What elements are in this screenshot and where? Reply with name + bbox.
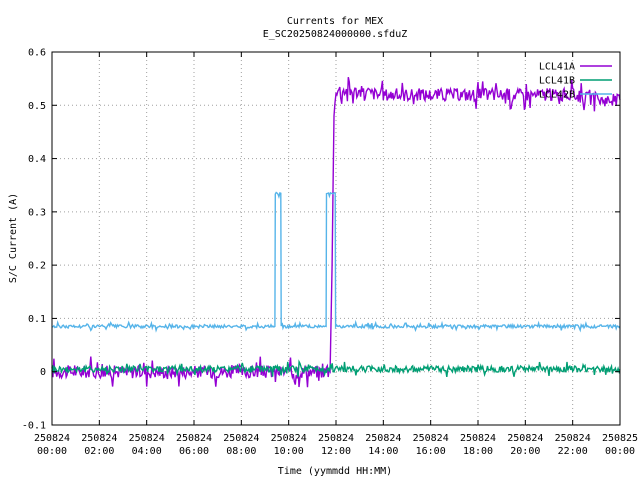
x-tick-label-date: 250824 (460, 433, 496, 444)
series-line-lcl42b (51, 191, 621, 333)
y-tick-label: 0.2 (28, 261, 46, 272)
x-tick-label-date: 250824 (129, 433, 165, 444)
x-tick-label-date: 250824 (81, 433, 117, 444)
y-tick-label: 0.6 (28, 48, 46, 59)
y-tick-label: 0.5 (28, 101, 46, 112)
x-tick-label-time: 12:00 (321, 446, 351, 457)
ticks: -0.1 0 0.1 0.2 0.3 0.4 0.5 0.6 250824 00:00 250824… (22, 48, 638, 458)
y-tick-label: 0 (40, 367, 46, 378)
x-tick-label-time: 20:00 (510, 446, 540, 457)
series-line-lcl41b (51, 359, 621, 378)
x-tick-label-time: 14:00 (368, 446, 398, 457)
x-tick-label-date: 250824 (318, 433, 354, 444)
legend-label-lcl42b: LCL42B (539, 90, 575, 101)
x-tick-label-time: 08:00 (226, 446, 256, 457)
x-tick-label-date: 250824 (507, 433, 543, 444)
y-tick-label: -0.1 (22, 421, 46, 432)
x-tick-label-time: 02:00 (84, 446, 114, 457)
x-tick-label-date: 250825 (602, 433, 638, 444)
y-axis-label: S/C Current (A) (8, 193, 19, 283)
x-tick-label-date: 250824 (555, 433, 591, 444)
chart-subtitle: E_SC20250824000000.sfduZ (263, 29, 408, 40)
x-tick-label-date: 250824 (365, 433, 401, 444)
x-tick-label-time: 00:00 (605, 446, 635, 457)
x-tick-label-date: 250824 (413, 433, 449, 444)
x-tick-label-time: 10:00 (274, 446, 304, 457)
x-axis-label: Time (yymmdd HH:MM) (278, 466, 392, 477)
x-tick-label-date: 250824 (223, 433, 259, 444)
x-tick-label-time: 04:00 (132, 446, 162, 457)
x-tick-label-time: 06:00 (179, 446, 209, 457)
x-tick-label-time: 00:00 (37, 446, 67, 457)
y-tick-label: 0.4 (28, 154, 46, 165)
legend-label-lcl41b: LCL41B (539, 76, 575, 87)
series-layer (51, 77, 621, 388)
x-tick-label-time: 18:00 (463, 446, 493, 457)
legend-label-lcl41a: LCL41A (539, 62, 575, 73)
x-tick-label-time: 16:00 (416, 446, 446, 457)
legend: LCL41A LCL41B LCL42B (539, 62, 612, 101)
series-line-lcl41a (51, 77, 621, 388)
chart-title: Currents for MEX (287, 16, 383, 27)
y-tick-label: 0.1 (28, 314, 46, 325)
y-tick-label: 0.3 (28, 207, 46, 218)
x-tick-label-date: 250824 (34, 433, 70, 444)
x-tick-label-date: 250824 (271, 433, 307, 444)
x-tick-label-date: 250824 (176, 433, 212, 444)
x-tick-label-time: 22:00 (558, 446, 588, 457)
